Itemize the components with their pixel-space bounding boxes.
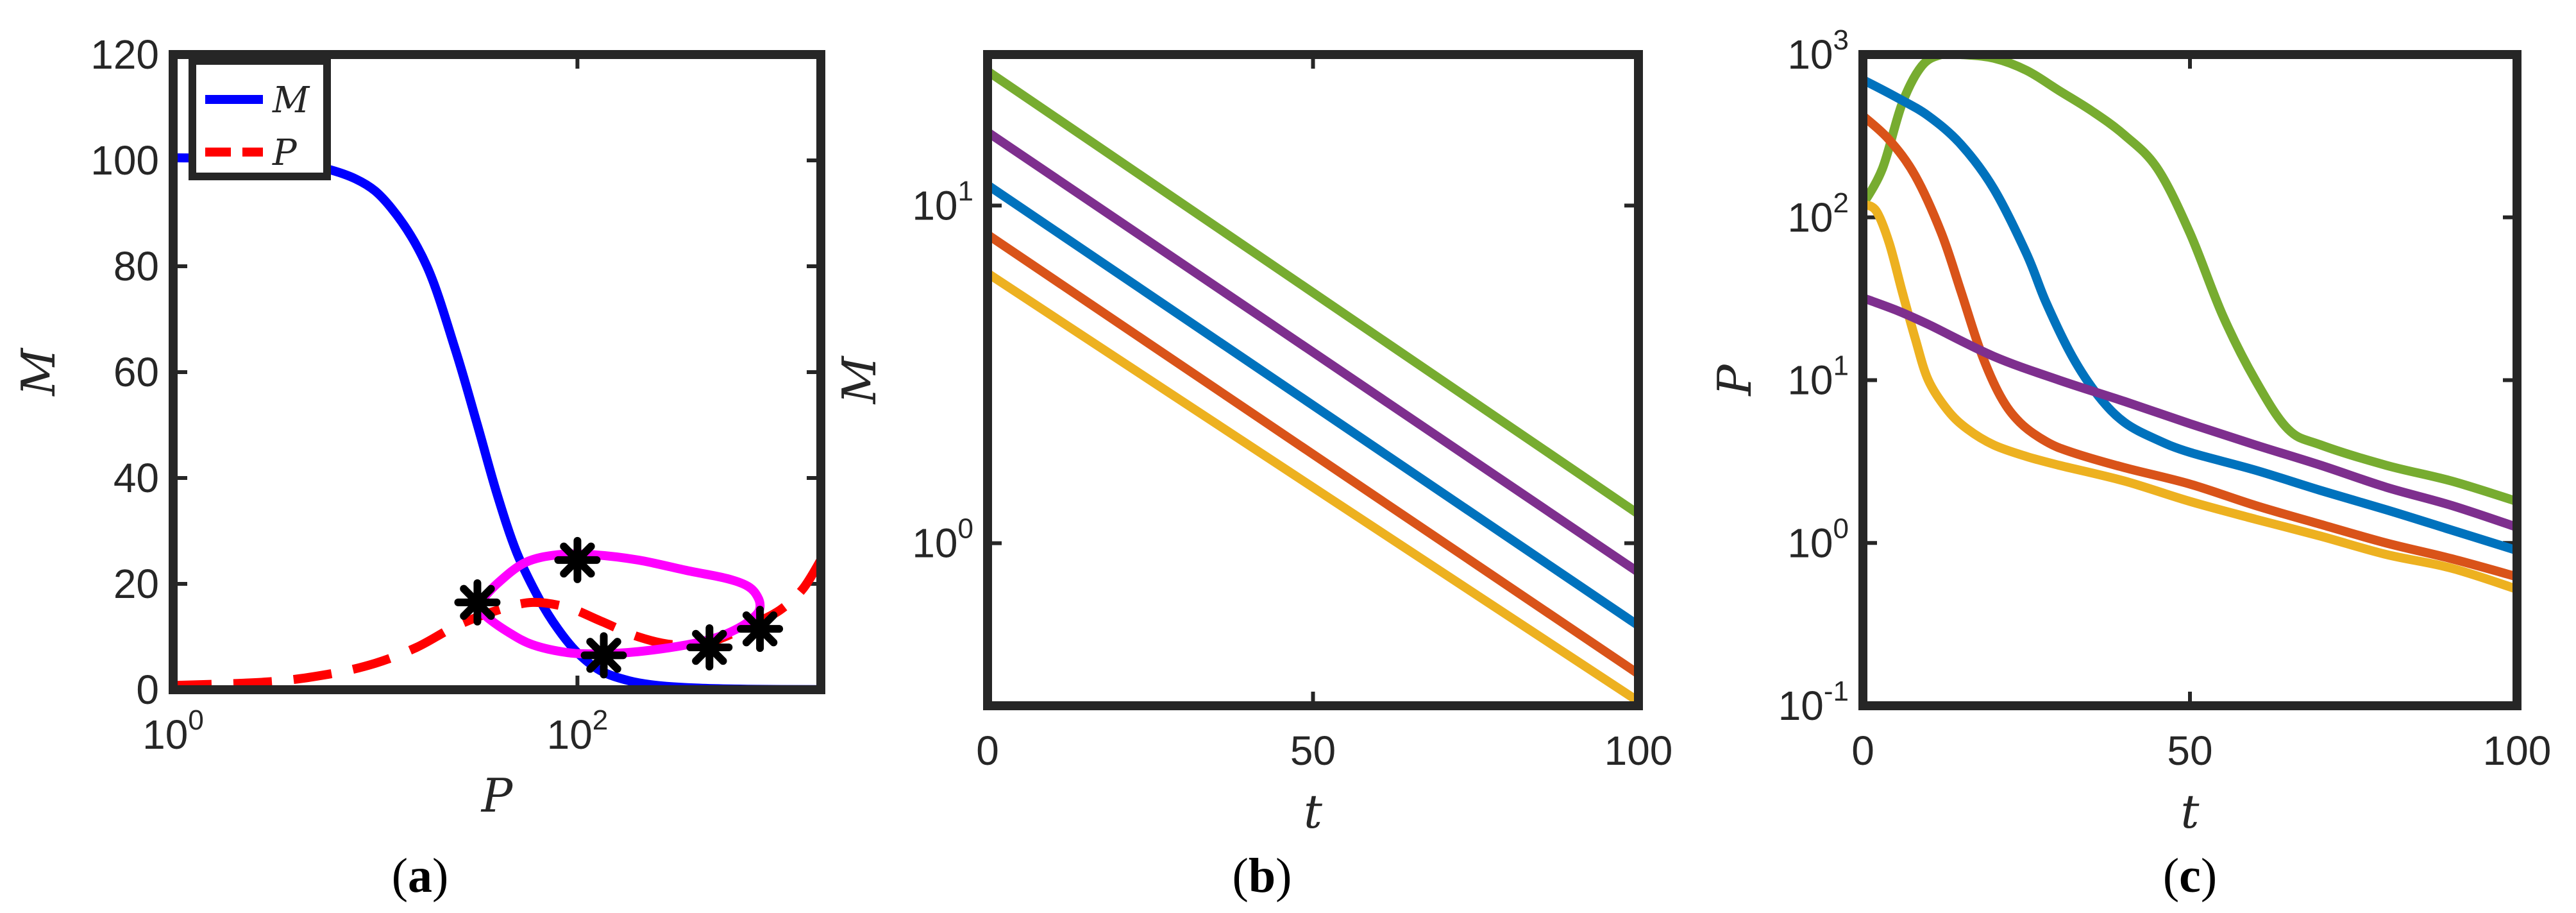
y-tick-label: 100 bbox=[1787, 513, 1849, 566]
y-tick-label: 102 bbox=[1787, 187, 1849, 241]
series-2-line bbox=[988, 128, 1638, 576]
plot-area bbox=[1863, 55, 2517, 706]
y-tick-label: 100 bbox=[90, 137, 159, 183]
series-3-line bbox=[1863, 112, 2517, 581]
series-2-line bbox=[1863, 76, 2517, 555]
axes-frame bbox=[983, 50, 1643, 710]
legend-box bbox=[189, 57, 331, 180]
legend: MP bbox=[189, 57, 331, 180]
x-tick-label: 50 bbox=[2167, 728, 2212, 774]
x-axis-title: t bbox=[2181, 785, 2200, 839]
y-tick-label: 100 bbox=[912, 513, 973, 567]
series-P-line bbox=[173, 558, 821, 690]
data-point-marker bbox=[580, 632, 627, 679]
data-point-marker bbox=[554, 536, 601, 583]
x-tick-label: 102 bbox=[547, 704, 609, 758]
y-tick-label: 20 bbox=[114, 561, 159, 607]
legend-label-P: P bbox=[272, 132, 298, 174]
y-tick-label: 10-1 bbox=[1778, 676, 1849, 729]
y-tick-label: 103 bbox=[1787, 24, 1849, 78]
x-axis-title: P bbox=[480, 769, 514, 823]
series-1-line bbox=[988, 67, 1638, 518]
axes-frame bbox=[169, 50, 825, 694]
series-5-line bbox=[988, 269, 1638, 706]
x-tick-label: 100 bbox=[2483, 728, 2552, 774]
chart-panel-c: 0 50 100 10-1 100 101 102 103 t P (c) bbox=[1708, 24, 2551, 903]
x-tick-label: 0 bbox=[1851, 728, 1874, 774]
data-point-marker bbox=[454, 579, 501, 626]
series-5-line bbox=[1863, 293, 2517, 532]
panel-caption: (c) bbox=[2163, 849, 2217, 903]
data-point-marker bbox=[686, 624, 733, 670]
series-group bbox=[988, 67, 1638, 706]
y-tick-label: 0 bbox=[136, 667, 159, 713]
y-axis-title: M bbox=[12, 347, 65, 397]
x-tick-label: 100 bbox=[142, 704, 204, 758]
x-tick-label: 100 bbox=[1604, 728, 1673, 774]
axes-frame bbox=[1858, 50, 2521, 710]
series-4-line bbox=[988, 230, 1638, 678]
y-axis-title: M bbox=[832, 355, 886, 405]
y-axis-title: P bbox=[1708, 364, 1762, 397]
panel-caption: (b) bbox=[1233, 849, 1292, 903]
x-tick-label: 50 bbox=[1290, 728, 1336, 774]
y-tick-label: 120 bbox=[90, 31, 159, 78]
series-group bbox=[1863, 55, 2517, 593]
x-axis-title: t bbox=[1304, 785, 1323, 839]
series-3-line bbox=[988, 181, 1638, 629]
data-point-marker bbox=[737, 606, 784, 653]
y-tick-label: 101 bbox=[912, 175, 973, 228]
panel-caption: (a) bbox=[392, 849, 449, 903]
y-tick-label: 101 bbox=[1787, 350, 1849, 404]
x-tick-label: 0 bbox=[976, 728, 999, 774]
y-tick-label: 60 bbox=[114, 349, 159, 395]
series-4-line bbox=[1863, 200, 2517, 593]
series-1-line bbox=[1863, 55, 2517, 506]
chart-panel-b: 0 50 100 100 101 t M (b) bbox=[832, 50, 1673, 903]
y-tick-label: 40 bbox=[114, 455, 159, 501]
y-tick-label: 80 bbox=[114, 243, 159, 289]
legend-label-M: M bbox=[272, 80, 310, 121]
